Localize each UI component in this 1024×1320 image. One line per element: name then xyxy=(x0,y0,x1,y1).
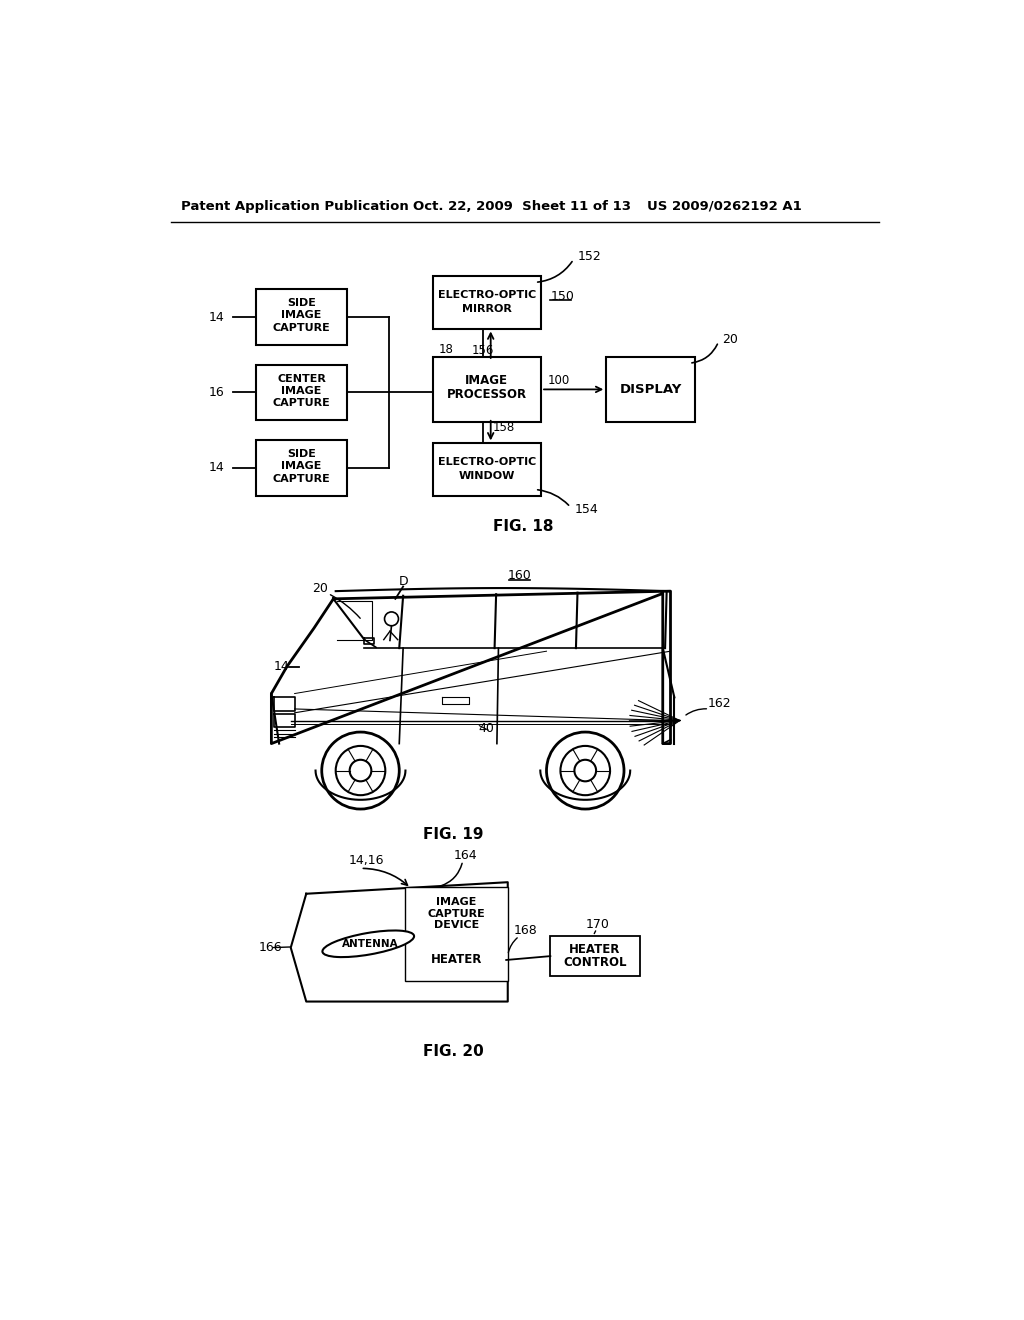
Bar xyxy=(406,887,508,981)
Bar xyxy=(256,364,347,420)
Bar xyxy=(550,936,640,977)
Text: CAPTURE: CAPTURE xyxy=(272,323,331,333)
Text: HEATER: HEATER xyxy=(569,944,621,957)
Text: 166: 166 xyxy=(258,941,282,954)
Bar xyxy=(407,888,506,941)
Text: DISPLAY: DISPLAY xyxy=(620,383,682,396)
Text: 18: 18 xyxy=(438,343,454,356)
Text: 168: 168 xyxy=(513,924,537,937)
Bar xyxy=(432,276,541,329)
Text: IMAGE: IMAGE xyxy=(282,462,322,471)
Text: WINDOW: WINDOW xyxy=(459,471,515,480)
Text: ELECTRO-OPTIC: ELECTRO-OPTIC xyxy=(437,457,536,467)
Text: 154: 154 xyxy=(574,503,598,516)
Text: IMAGE: IMAGE xyxy=(282,385,322,396)
Text: 16: 16 xyxy=(209,385,225,399)
Text: 14: 14 xyxy=(209,310,225,323)
Text: Patent Application Publication: Patent Application Publication xyxy=(180,199,409,213)
Text: ELECTRO-OPTIC: ELECTRO-OPTIC xyxy=(437,289,536,300)
Text: 40: 40 xyxy=(478,722,494,735)
Bar xyxy=(432,444,541,496)
Bar xyxy=(256,441,347,495)
Bar xyxy=(432,358,541,422)
Text: 14: 14 xyxy=(273,660,290,673)
Text: SIDE: SIDE xyxy=(287,449,316,459)
Text: 14,16: 14,16 xyxy=(349,854,384,867)
Text: CAPTURE: CAPTURE xyxy=(272,399,331,408)
Text: CAPTURE: CAPTURE xyxy=(272,474,331,483)
Text: MIRROR: MIRROR xyxy=(462,304,512,314)
Text: FIG. 20: FIG. 20 xyxy=(423,1044,484,1059)
Text: 156: 156 xyxy=(471,345,494,358)
Text: CENTER: CENTER xyxy=(278,374,326,384)
Text: 150: 150 xyxy=(550,289,574,302)
Text: IMAGE: IMAGE xyxy=(436,898,477,907)
Text: CAPTURE: CAPTURE xyxy=(428,908,485,919)
Text: HEATER: HEATER xyxy=(431,953,482,966)
Text: 164: 164 xyxy=(454,849,477,862)
Text: ANTENNA: ANTENNA xyxy=(341,939,398,949)
Text: IMAGE: IMAGE xyxy=(282,310,322,321)
Text: CONTROL: CONTROL xyxy=(563,956,627,969)
Text: 100: 100 xyxy=(547,374,569,387)
Text: FIG. 18: FIG. 18 xyxy=(493,519,554,535)
Text: 14: 14 xyxy=(209,462,225,474)
Text: IMAGE: IMAGE xyxy=(465,374,508,387)
Text: 20: 20 xyxy=(312,582,328,594)
Polygon shape xyxy=(271,591,671,743)
Text: 152: 152 xyxy=(578,249,601,263)
Polygon shape xyxy=(291,882,508,1002)
Text: Oct. 22, 2009  Sheet 11 of 13: Oct. 22, 2009 Sheet 11 of 13 xyxy=(414,199,631,213)
Bar xyxy=(256,289,347,345)
Text: FIG. 19: FIG. 19 xyxy=(423,826,483,842)
Bar xyxy=(606,358,695,422)
Text: SIDE: SIDE xyxy=(287,298,316,308)
Text: 162: 162 xyxy=(708,697,731,710)
Text: DEVICE: DEVICE xyxy=(434,920,479,931)
Text: D: D xyxy=(398,576,408,589)
Bar xyxy=(407,941,506,979)
Text: 158: 158 xyxy=(493,421,515,434)
Text: 20: 20 xyxy=(722,333,738,346)
Text: PROCESSOR: PROCESSOR xyxy=(446,388,527,400)
Text: US 2009/0262192 A1: US 2009/0262192 A1 xyxy=(647,199,802,213)
Text: 170: 170 xyxy=(586,917,609,931)
Ellipse shape xyxy=(323,931,414,957)
Text: 160: 160 xyxy=(508,569,531,582)
